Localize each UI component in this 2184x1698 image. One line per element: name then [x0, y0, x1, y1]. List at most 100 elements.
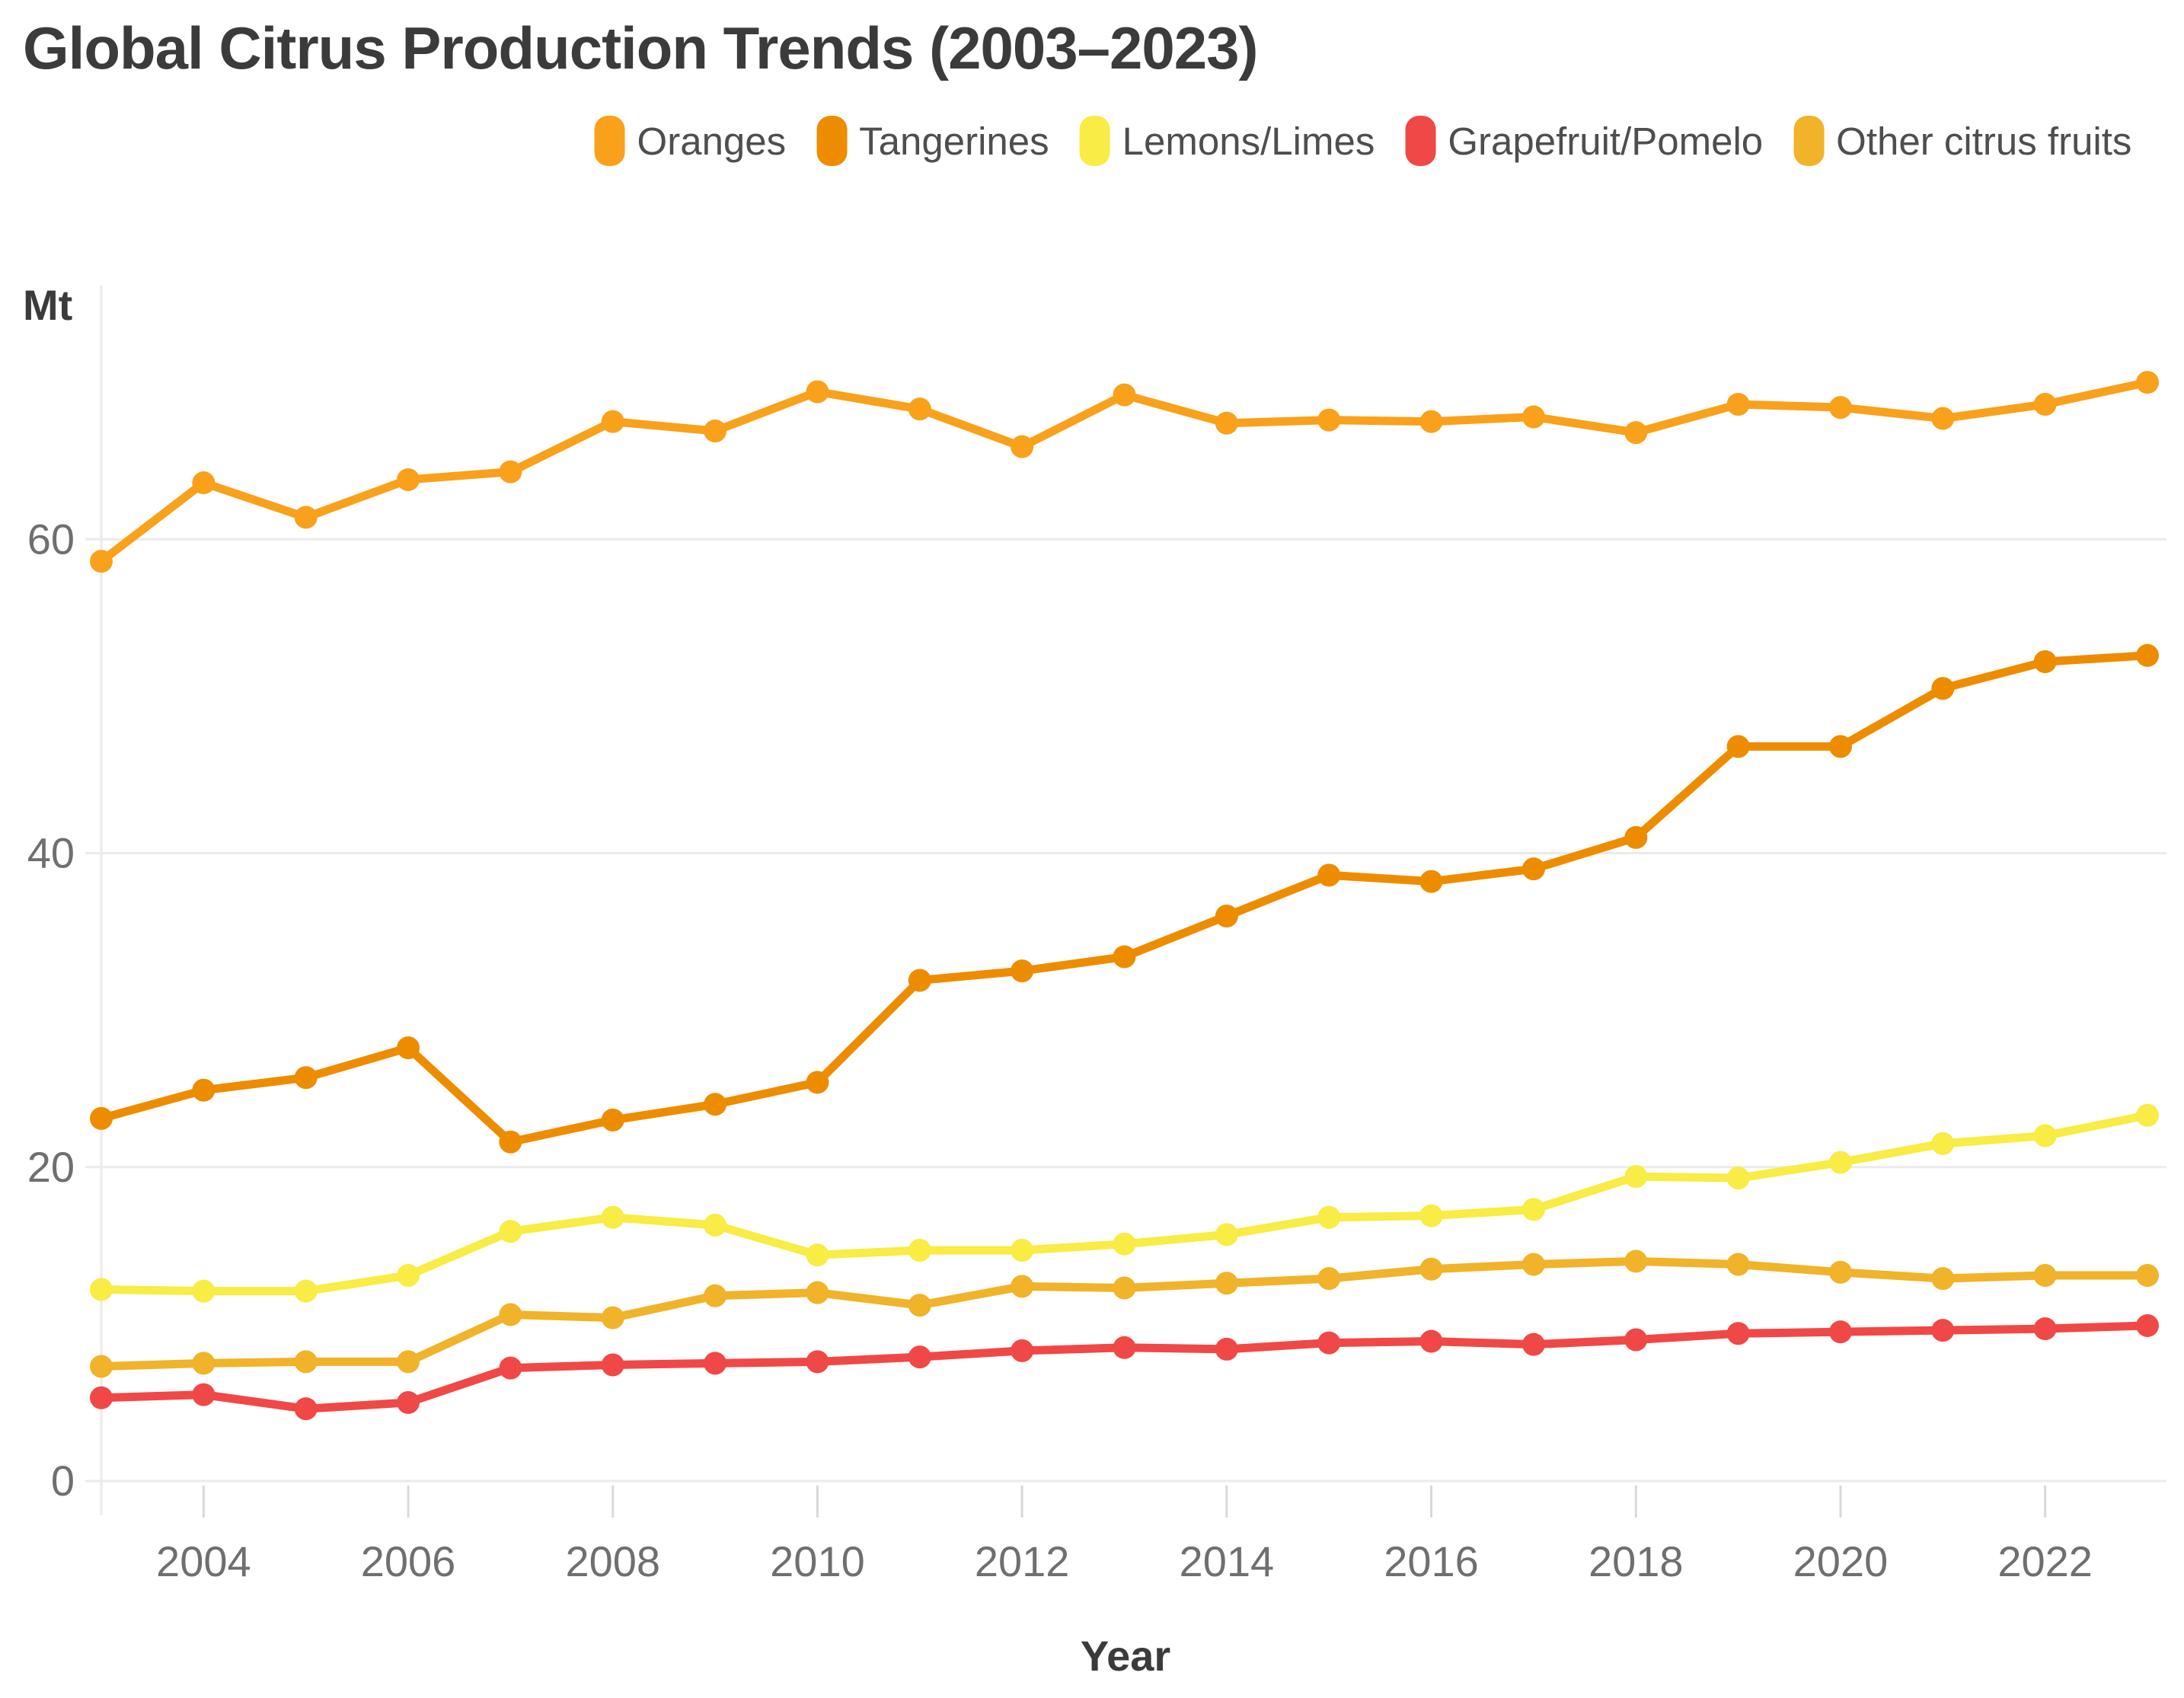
data-point-other-citrus-fruits-2007[interactable] [499, 1303, 522, 1326]
data-point-oranges-2005[interactable] [294, 506, 318, 529]
data-point-tangerines-2012[interactable] [1011, 959, 1034, 983]
data-point-lemons-limes-2014[interactable] [1215, 1223, 1238, 1246]
data-point-oranges-2010[interactable] [806, 380, 829, 404]
data-point-lemons-limes-2010[interactable] [806, 1243, 829, 1267]
legend-item-tangerines[interactable]: Tangerines [816, 116, 1049, 166]
data-point-oranges-2013[interactable] [1113, 383, 1136, 407]
data-point-other-citrus-fruits-2010[interactable] [806, 1281, 829, 1304]
data-point-other-citrus-fruits-2003[interactable] [90, 1355, 113, 1378]
data-point-oranges-2017[interactable] [1521, 405, 1545, 429]
data-point-other-citrus-fruits-2017[interactable] [1521, 1253, 1545, 1276]
data-point-grapefruit-pomelo-2005[interactable] [294, 1397, 318, 1421]
data-point-lemons-limes-2006[interactable] [397, 1263, 420, 1287]
data-point-grapefruit-pomelo-2016[interactable] [1419, 1329, 1443, 1353]
data-point-lemons-limes-2008[interactable] [601, 1205, 624, 1229]
data-point-grapefruit-pomelo-2017[interactable] [1521, 1333, 1545, 1356]
data-point-other-citrus-fruits-2014[interactable] [1215, 1272, 1238, 1295]
data-point-lemons-limes-2023[interactable] [2136, 1103, 2159, 1127]
data-point-other-citrus-fruits-2020[interactable] [1828, 1260, 1852, 1284]
data-point-grapefruit-pomelo-2011[interactable] [908, 1345, 931, 1369]
data-point-tangerines-2020[interactable] [1828, 735, 1852, 758]
data-point-other-citrus-fruits-2004[interactable] [192, 1352, 216, 1375]
data-point-lemons-limes-2012[interactable] [1011, 1239, 1034, 1262]
data-point-oranges-2019[interactable] [1726, 393, 1750, 416]
data-point-lemons-limes-2003[interactable] [90, 1278, 113, 1301]
data-point-grapefruit-pomelo-2010[interactable] [806, 1350, 829, 1374]
data-point-tangerines-2004[interactable] [192, 1078, 216, 1102]
data-point-other-citrus-fruits-2013[interactable] [1113, 1276, 1136, 1300]
data-point-lemons-limes-2022[interactable] [2033, 1124, 2057, 1147]
data-point-tangerines-2003[interactable] [90, 1106, 113, 1130]
data-point-tangerines-2007[interactable] [499, 1130, 522, 1154]
data-point-oranges-2021[interactable] [1931, 407, 1955, 430]
data-point-grapefruit-pomelo-2014[interactable] [1215, 1337, 1238, 1361]
data-point-grapefruit-pomelo-2022[interactable] [2033, 1317, 2057, 1341]
data-point-tangerines-2017[interactable] [1521, 857, 1545, 881]
data-point-tangerines-2016[interactable] [1419, 870, 1443, 893]
data-point-lemons-limes-2021[interactable] [1931, 1131, 1955, 1155]
data-point-other-citrus-fruits-2006[interactable] [397, 1350, 420, 1374]
data-point-other-citrus-fruits-2011[interactable] [908, 1294, 931, 1317]
data-point-tangerines-2023[interactable] [2136, 643, 2159, 667]
data-point-grapefruit-pomelo-2019[interactable] [1726, 1322, 1750, 1345]
data-point-oranges-2007[interactable] [499, 460, 522, 484]
data-point-lemons-limes-2017[interactable] [1521, 1198, 1545, 1221]
data-point-grapefruit-pomelo-2008[interactable] [601, 1353, 624, 1377]
data-point-other-citrus-fruits-2018[interactable] [1624, 1250, 1648, 1273]
data-point-lemons-limes-2005[interactable] [294, 1279, 318, 1303]
data-point-oranges-2009[interactable] [704, 420, 727, 443]
data-point-tangerines-2013[interactable] [1113, 945, 1136, 969]
data-point-tangerines-2018[interactable] [1624, 825, 1648, 849]
data-point-other-citrus-fruits-2023[interactable] [2136, 1263, 2159, 1287]
data-point-oranges-2004[interactable] [192, 471, 216, 495]
data-point-grapefruit-pomelo-2007[interactable] [499, 1356, 522, 1380]
data-point-oranges-2014[interactable] [1215, 411, 1238, 435]
data-point-lemons-limes-2009[interactable] [704, 1214, 727, 1237]
data-point-oranges-2006[interactable] [397, 468, 420, 491]
legend-item-lemons-limes[interactable]: Lemons/Limes [1079, 116, 1375, 166]
data-point-grapefruit-pomelo-2020[interactable] [1828, 1320, 1852, 1344]
data-point-tangerines-2011[interactable] [908, 969, 931, 992]
data-point-grapefruit-pomelo-2018[interactable] [1624, 1328, 1648, 1352]
data-point-other-citrus-fruits-2008[interactable] [601, 1306, 624, 1329]
data-point-lemons-limes-2015[interactable] [1317, 1205, 1341, 1229]
data-point-other-citrus-fruits-2012[interactable] [1011, 1275, 1034, 1298]
data-point-tangerines-2009[interactable] [704, 1093, 727, 1116]
data-point-oranges-2012[interactable] [1011, 435, 1034, 458]
data-point-grapefruit-pomelo-2004[interactable] [192, 1383, 216, 1406]
data-point-lemons-limes-2011[interactable] [908, 1239, 931, 1262]
data-point-lemons-limes-2016[interactable] [1419, 1204, 1443, 1227]
data-point-lemons-limes-2007[interactable] [499, 1220, 522, 1243]
data-point-other-citrus-fruits-2019[interactable] [1726, 1253, 1750, 1276]
data-point-grapefruit-pomelo-2006[interactable] [397, 1390, 420, 1414]
data-point-oranges-2020[interactable] [1828, 396, 1852, 420]
data-point-lemons-limes-2019[interactable] [1726, 1167, 1750, 1190]
data-point-tangerines-2022[interactable] [2033, 650, 2057, 674]
data-point-oranges-2022[interactable] [2033, 393, 2057, 416]
data-point-tangerines-2005[interactable] [294, 1066, 318, 1090]
data-point-lemons-limes-2020[interactable] [1828, 1151, 1852, 1174]
legend-item-other-citrus-fruits[interactable]: Other citrus fruits [1793, 116, 2131, 166]
data-point-oranges-2018[interactable] [1624, 421, 1648, 445]
data-point-other-citrus-fruits-2009[interactable] [704, 1284, 727, 1307]
data-point-grapefruit-pomelo-2013[interactable] [1113, 1336, 1136, 1359]
data-point-other-citrus-fruits-2021[interactable] [1931, 1267, 1955, 1291]
data-point-oranges-2016[interactable] [1419, 410, 1443, 433]
data-point-lemons-limes-2013[interactable] [1113, 1232, 1136, 1256]
data-point-tangerines-2008[interactable] [601, 1108, 624, 1131]
data-point-grapefruit-pomelo-2015[interactable] [1317, 1331, 1341, 1355]
data-point-grapefruit-pomelo-2023[interactable] [2136, 1313, 2159, 1337]
data-point-oranges-2023[interactable] [2136, 371, 2159, 394]
data-point-other-citrus-fruits-2005[interactable] [294, 1350, 318, 1374]
data-point-oranges-2003[interactable] [90, 550, 113, 573]
data-point-grapefruit-pomelo-2003[interactable] [90, 1386, 113, 1409]
data-point-other-citrus-fruits-2022[interactable] [2033, 1263, 2057, 1287]
data-point-grapefruit-pomelo-2021[interactable] [1931, 1319, 1955, 1342]
data-point-other-citrus-fruits-2016[interactable] [1419, 1257, 1443, 1281]
data-point-lemons-limes-2004[interactable] [192, 1279, 216, 1303]
data-point-tangerines-2019[interactable] [1726, 735, 1750, 758]
data-point-oranges-2008[interactable] [601, 410, 624, 433]
data-point-oranges-2011[interactable] [908, 397, 931, 421]
legend-item-grapefruit-pomelo[interactable]: Grapefruit/Pomelo [1405, 116, 1763, 166]
data-point-tangerines-2014[interactable] [1215, 904, 1238, 927]
